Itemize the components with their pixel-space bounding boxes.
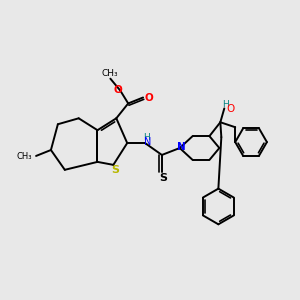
Text: O: O bbox=[145, 94, 153, 103]
Text: N: N bbox=[144, 137, 152, 147]
Text: H: H bbox=[222, 100, 229, 109]
Text: CH₃: CH₃ bbox=[16, 152, 32, 161]
Text: S: S bbox=[111, 165, 119, 175]
Text: N: N bbox=[177, 142, 186, 152]
Text: O: O bbox=[114, 85, 123, 94]
Text: O: O bbox=[226, 104, 235, 114]
Text: S: S bbox=[159, 173, 167, 183]
Text: CH₃: CH₃ bbox=[101, 69, 118, 78]
Text: H: H bbox=[143, 133, 149, 142]
